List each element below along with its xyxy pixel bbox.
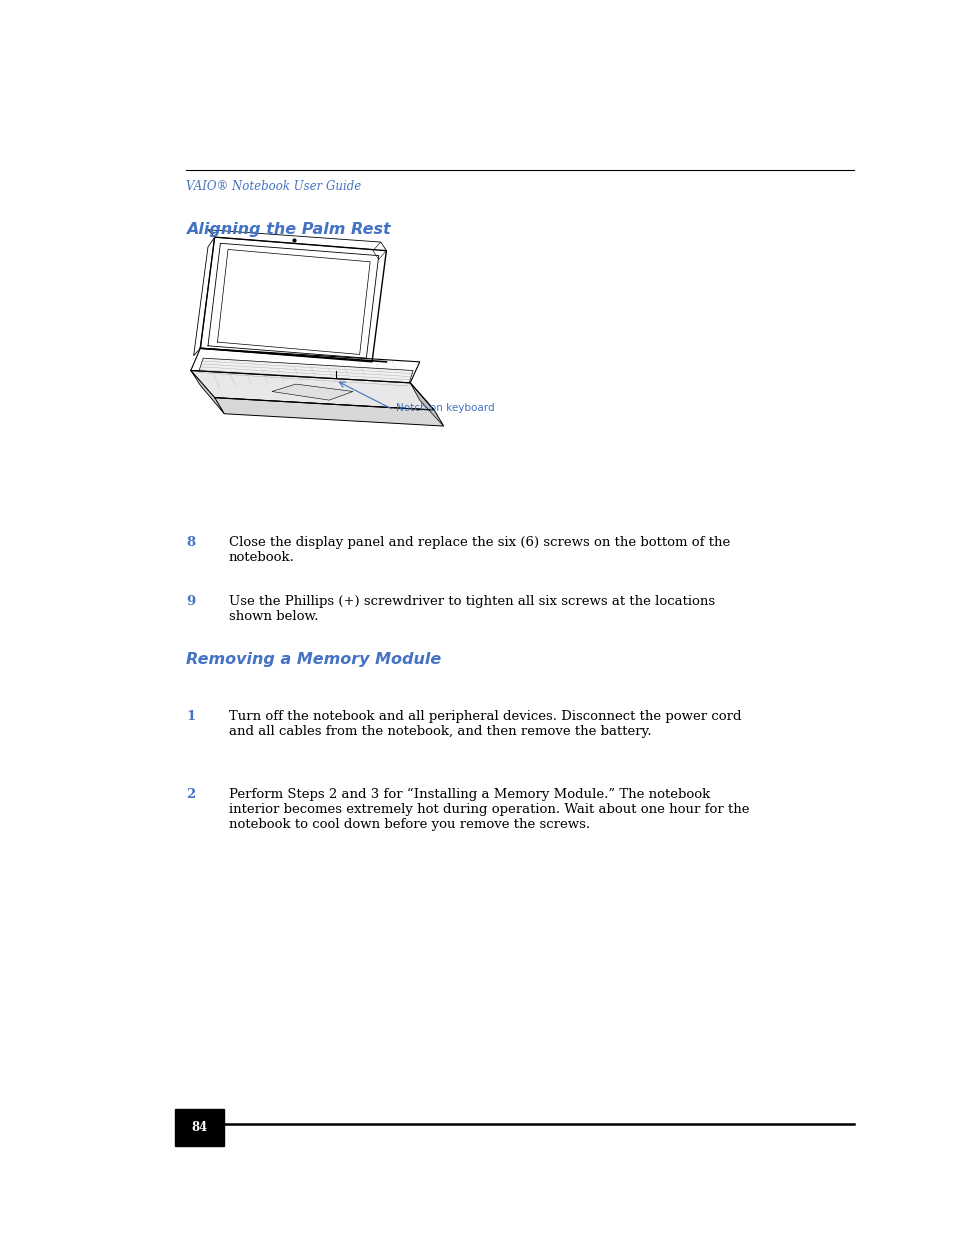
- Polygon shape: [272, 384, 353, 400]
- Text: Close the display panel and replace the six (6) screws on the bottom of the
note: Close the display panel and replace the …: [229, 536, 729, 564]
- Polygon shape: [193, 237, 214, 356]
- Text: Perform Steps 2 and 3 for “Installing a Memory Module.” The notebook
interior be: Perform Steps 2 and 3 for “Installing a …: [229, 788, 749, 831]
- Text: VAIO® Notebook User Guide: VAIO® Notebook User Guide: [186, 180, 361, 194]
- Text: 8: 8: [186, 536, 195, 550]
- Text: 84: 84: [191, 1121, 208, 1134]
- Polygon shape: [208, 230, 386, 251]
- Polygon shape: [191, 370, 224, 414]
- Text: Use the Phillips (+) screwdriver to tighten all six screws at the locations
show: Use the Phillips (+) screwdriver to tigh…: [229, 595, 715, 624]
- Text: Aligning the Palm Rest: Aligning the Palm Rest: [186, 222, 390, 237]
- Polygon shape: [410, 383, 443, 426]
- Polygon shape: [373, 242, 386, 259]
- Text: Removing a Memory Module: Removing a Memory Module: [186, 652, 441, 667]
- Polygon shape: [197, 358, 413, 389]
- Polygon shape: [191, 348, 419, 383]
- Polygon shape: [214, 398, 443, 426]
- Text: 1: 1: [186, 710, 195, 724]
- Polygon shape: [191, 370, 434, 410]
- Text: Notch on keyboard: Notch on keyboard: [395, 403, 494, 412]
- Text: 9: 9: [186, 595, 195, 609]
- Text: Turn off the notebook and all peripheral devices. Disconnect the power cord
and : Turn off the notebook and all peripheral…: [229, 710, 740, 739]
- Text: 2: 2: [186, 788, 195, 802]
- FancyBboxPatch shape: [174, 1109, 224, 1146]
